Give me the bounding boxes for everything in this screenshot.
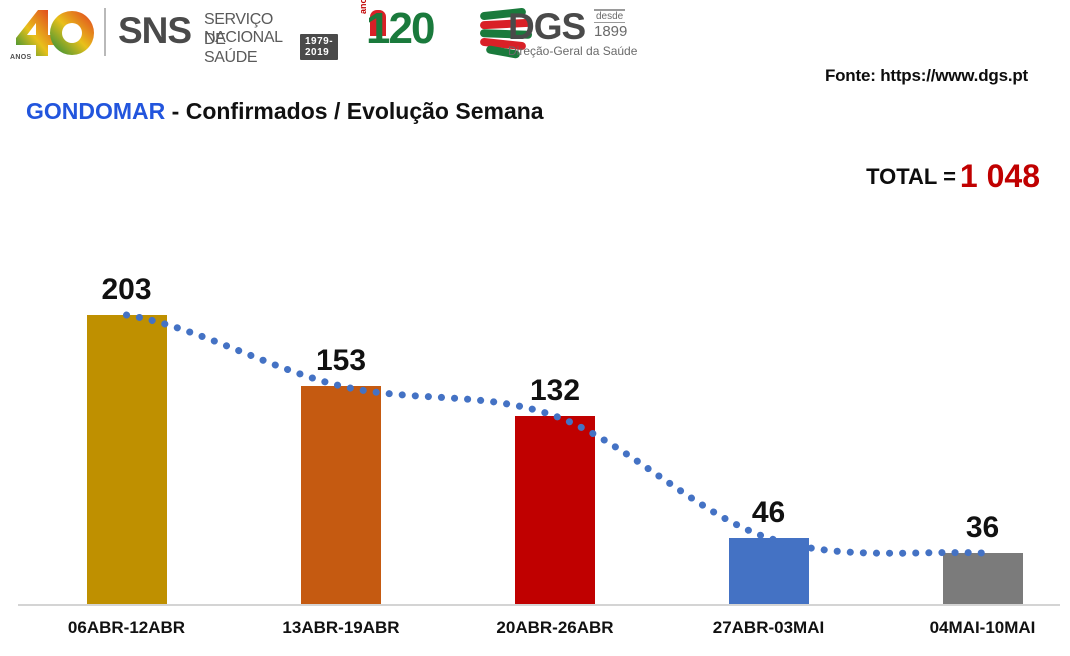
header-logo-strip: ANOS SNS SERVIÇO NACIONAL DE SAÚDE 1979-…: [0, 0, 1070, 66]
sns-acronym: SNS: [118, 10, 192, 51]
logo-divider: [104, 8, 106, 56]
bar-value-label-1: 203: [101, 273, 152, 306]
bar-4: [728, 538, 809, 604]
bar-value-label-4: 46: [751, 496, 786, 529]
bar-5: [942, 553, 1023, 604]
category-label-5: 04MAI-10MAI: [929, 618, 1036, 637]
x-axis-line: [18, 604, 1060, 606]
category-label-3: 20ABR-26ABR: [496, 618, 614, 637]
dgs-120-anos-logo-icon: anos 120: [356, 0, 533, 60]
title-city: GONDOMAR: [26, 98, 166, 124]
dgs-120-number: 120: [366, 4, 435, 53]
sns-line2: DE SAÚDE: [204, 31, 258, 66]
category-label-1: 06ABR-12ABR: [67, 618, 186, 637]
sns-years-badge: 1979-2019: [300, 34, 339, 60]
bar-value-label-3: 132: [529, 374, 581, 407]
bar-value-label-2: 153: [315, 344, 367, 377]
sns-40-anos-logo-icon: ANOS: [8, 4, 96, 62]
total-readout: TOTAL = 1 048: [866, 158, 1040, 195]
sns-40-mark-icon: [16, 10, 94, 56]
dgs-120-red-bar-icon: [370, 10, 386, 36]
bar-1: [86, 315, 167, 604]
bar-2: [301, 386, 381, 604]
bar-3: [515, 416, 595, 604]
total-value: 1 048: [959, 158, 1040, 194]
title-rest: - Confirmados / Evolução Semana: [165, 98, 544, 124]
source-label: Fonte: https://www.dgs.pt: [824, 66, 1028, 85]
sns-40-anos-label: ANOS: [10, 54, 32, 61]
category-label-2: 13ABR-19ABR: [282, 618, 400, 637]
page-title: GONDOMAR - Confirmados / Evolução Semana: [26, 98, 544, 125]
dgs-year-label: 1899: [594, 23, 628, 40]
dgs-subtitle: Direção-Geral da Saúde: [508, 44, 638, 58]
bar-value-label-5: 36: [965, 511, 1000, 544]
total-label: TOTAL =: [866, 164, 956, 189]
category-label-4: 27ABR-03MAI: [712, 618, 825, 637]
sns-line1: SERVIÇO NACIONAL: [204, 11, 283, 46]
dgs-acronym: DGS: [508, 6, 586, 47]
dgs-desde-label: desde: [594, 9, 626, 23]
